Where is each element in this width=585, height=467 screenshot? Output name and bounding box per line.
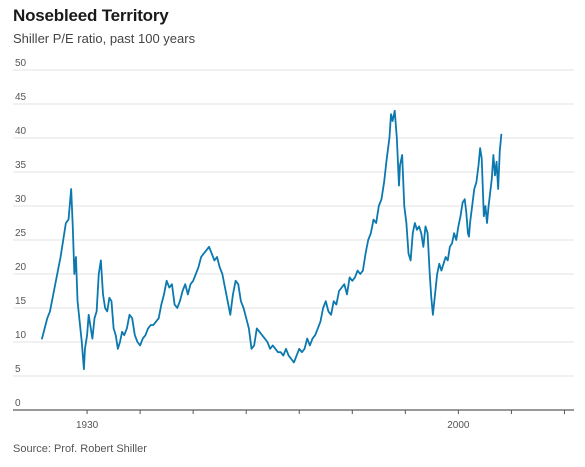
y-tick-label: 5 <box>15 364 21 375</box>
series-line-0 <box>41 109 503 371</box>
y-tick-label: 25 <box>15 228 27 239</box>
gridlines <box>13 69 574 411</box>
x-tick-label: 2000 <box>447 420 470 431</box>
y-tick-label: 10 <box>15 330 27 341</box>
y-tick-label: 30 <box>15 194 27 205</box>
y-axis-ticks: 0 5 10 15 20 25 30 35 40 45 50 <box>15 58 27 409</box>
chart-subtitle: Shiller P/E ratio, past 100 years <box>13 31 196 46</box>
y-tick-label: 35 <box>15 160 27 171</box>
y-tick-label: 0 <box>15 398 21 409</box>
y-tick-label: 50 <box>15 58 27 69</box>
series-lines <box>41 109 503 371</box>
chart-title: Nosebleed Territory <box>13 6 169 25</box>
x-axis-ticks: 1930 2000 <box>76 410 565 431</box>
y-tick-label: 40 <box>15 126 27 137</box>
y-tick-label: 15 <box>15 296 27 307</box>
chart-source: Source: Prof. Robert Shiller <box>13 443 147 455</box>
y-tick-label: 45 <box>15 92 27 103</box>
x-tick-label: 1930 <box>76 420 99 431</box>
y-tick-label: 20 <box>15 262 27 273</box>
